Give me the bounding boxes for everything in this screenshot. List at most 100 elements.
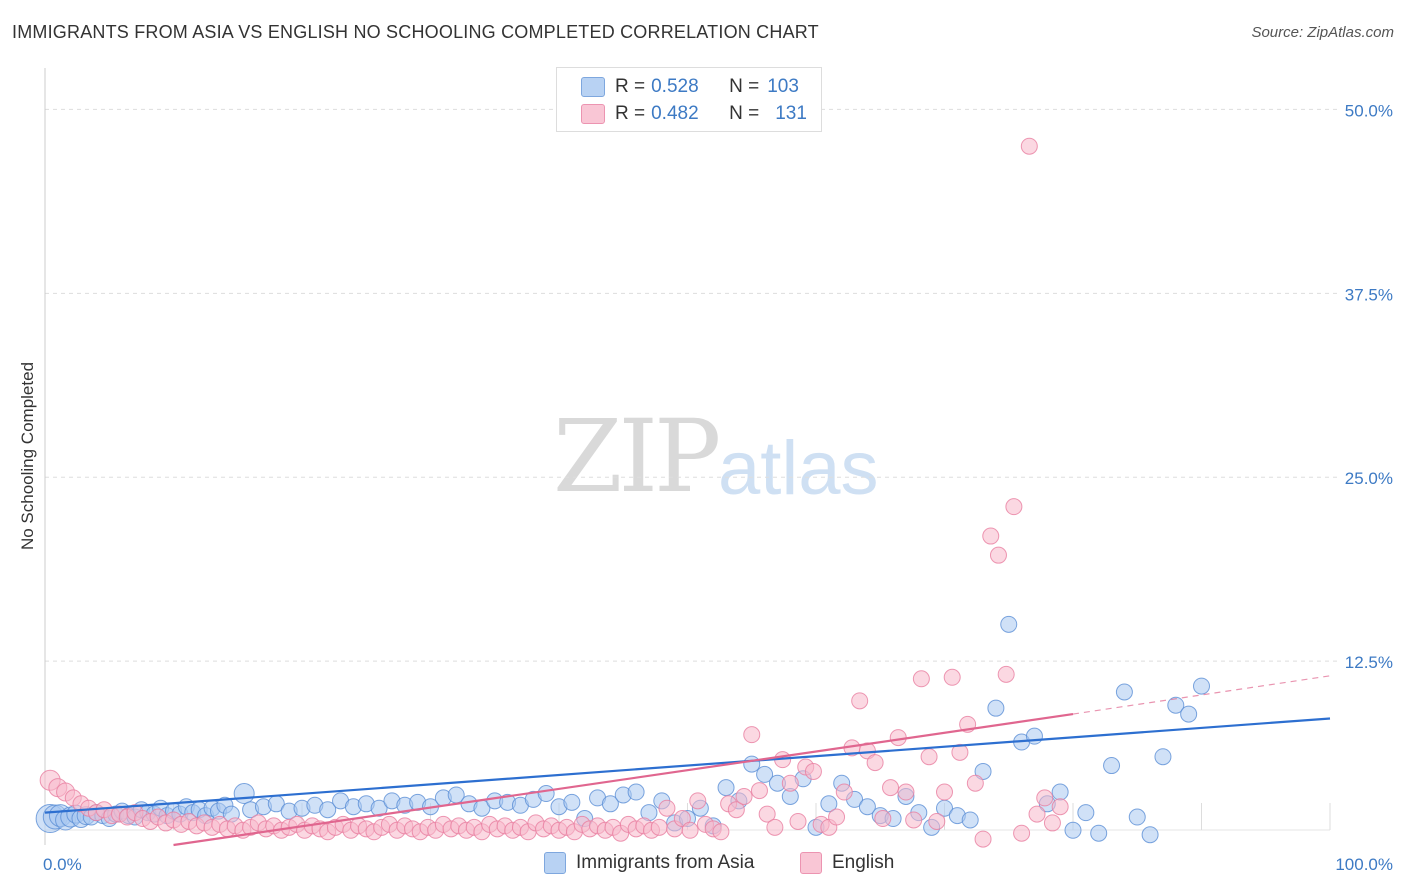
data-point-asia [1193,677,1210,695]
data-point-english [997,665,1015,683]
legend-r-label: R = [615,76,646,97]
data-point-english [789,812,807,830]
grid-layer [45,108,1340,662]
data-point-asia [370,799,388,817]
data-point-english [943,668,961,686]
data-point-english [712,823,730,841]
x-tick-label: 100.0% [1335,855,1393,874]
data-point-asia [1090,824,1108,842]
data-point-english [1013,824,1031,842]
legend-n-label: N = [729,76,760,97]
data-point-english [974,830,992,848]
data-point-english [781,774,799,792]
data-point-english [1028,805,1046,823]
data-point-asia [1000,615,1018,633]
data-point-asia [974,762,992,780]
data-point-asia [987,699,1005,717]
x-tick-label: 0.0% [43,855,82,874]
trend-layer [44,675,1331,847]
data-point-asia [961,811,979,829]
data-point-asia [1141,826,1159,844]
data-point-english [658,799,676,817]
legend-item-label: Immigrants from Asia [576,852,755,873]
correlation-legend: R = 0.528 N = 103 R = 0.482 N = 131 [556,67,822,132]
axis-layer [44,68,1331,845]
data-point-asia [563,793,581,811]
tick-layer: 12.5% 25.0% 37.5% 50.0% 0.0% 100.0% [43,101,1393,874]
data-point-english [989,546,1007,564]
data-point-english [1020,137,1038,155]
y-tick-label: 37.5% [1345,285,1393,304]
data-point-english [727,801,745,819]
trend-line-english [173,712,1074,847]
trend-line-asia [44,717,1331,814]
data-point-english [835,783,853,801]
data-point-english [828,808,846,826]
data-point-english [966,774,984,792]
data-point-asia [1180,705,1198,723]
data-point-asia [319,801,337,819]
data-point-english [1051,798,1069,816]
y-tick-label: 50.0% [1345,101,1393,120]
data-point-english [982,527,1000,545]
data-point-english [1036,789,1054,807]
legend-swatch-pink [581,104,605,124]
data-point-english [804,762,822,780]
legend-item-english[interactable]: English [800,852,894,874]
data-point-asia [1154,748,1172,766]
data-point-english [912,670,930,688]
legend-swatch-pink [800,852,822,874]
legend-item-label: English [832,852,895,873]
data-point-english [743,726,761,744]
series-legend: Immigrants from Asia English [0,852,1406,878]
data-point-asia [537,785,555,803]
data-point-english [673,810,691,828]
data-point-asia [858,798,876,816]
data-point-english [750,782,768,800]
legend-n-label: N = [729,103,760,124]
data-point-asia [627,783,645,801]
legend-row-asia: R = 0.528 N = 103 [581,75,799,99]
data-point-asia [1128,808,1146,826]
data-point-english [681,821,699,839]
legend-r-value: 0.482 [651,103,699,124]
data-point-asia [601,795,619,813]
data-point-english [920,748,938,766]
data-point-asia [1025,727,1043,745]
legend-swatch-blue [581,77,605,97]
data-point-english [936,783,953,801]
data-point-asia [233,783,255,805]
data-point-english [874,810,892,828]
data-point-english [689,792,707,810]
data-point-english [851,692,869,710]
data-point-asia [1103,757,1121,775]
legend-r-value: 0.528 [651,76,699,97]
watermark-zip-logo: ZIP [553,398,721,515]
data-point-english [928,812,946,830]
data-point-english [897,783,915,801]
data-point-english [1005,498,1023,516]
legend-swatch-blue [544,852,566,874]
data-point-english [866,754,884,772]
data-point-english [905,811,923,829]
chart-title: IMMIGRANTS FROM ASIA VS ENGLISH NO SCHOO… [12,22,819,42]
y-tick-label: 25.0% [1345,469,1393,488]
data-point-asia [1115,683,1133,701]
data-point-english [650,818,668,836]
data-point-asia [743,755,761,773]
data-point-english [882,779,900,797]
legend-item-asia[interactable]: Immigrants from Asia [544,852,754,874]
data-point-english [766,818,784,836]
legend-n-value: 103 [767,76,799,97]
data-point-asia [756,765,774,783]
points-layer [35,137,1210,848]
legend-row-english: R = 0.482 N = 131 [581,102,807,126]
data-point-english [951,743,969,761]
watermark-atlas-logo: atlas [718,426,879,511]
data-point-asia [820,795,838,813]
source-label: Source: ZipAtlas.com [1251,24,1394,41]
data-point-asia [717,779,735,797]
y-axis-label: No Schooling Completed [18,361,37,551]
data-point-asia [1077,804,1095,822]
